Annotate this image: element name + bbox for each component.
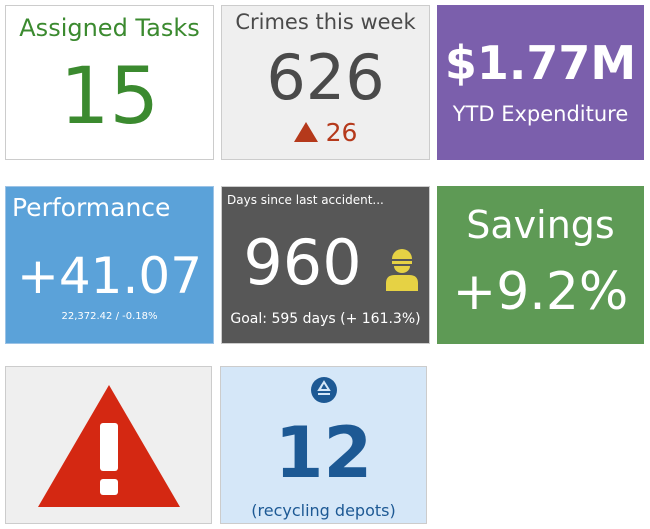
tile-title: Performance — [12, 193, 171, 222]
tile-title: Days since last accident... — [227, 193, 384, 207]
tile-value: 15 — [59, 52, 160, 142]
expenditure-tile[interactable]: $1.77M YTD Expenditure — [437, 5, 644, 160]
tile-value: 960 — [243, 226, 362, 299]
tile-label: YTD Expenditure — [452, 102, 629, 126]
accident-tile[interactable]: Days since last accident... 960 Goal: 59… — [221, 186, 430, 344]
tile-title: Crimes this week — [235, 10, 416, 34]
tile-subtitle: 22,372.42 / -0.18% — [61, 311, 158, 322]
delta-value: 26 — [325, 118, 358, 147]
tile-title: Savings — [466, 203, 615, 247]
tile-value: +9.2% — [452, 262, 629, 322]
tile-value: $1.77M — [444, 36, 637, 90]
crimes-delta: 26 — [222, 118, 429, 147]
recycling-tile[interactable]: 12 (recycling depots) — [220, 366, 427, 524]
warning-tile[interactable] — [5, 366, 212, 524]
crimes-tile[interactable]: Crimes this week 626 26 — [221, 5, 430, 160]
savings-tile[interactable]: Savings +9.2% — [437, 186, 644, 344]
tile-value: 626 — [266, 41, 385, 114]
warning-icon — [38, 385, 180, 507]
performance-tile[interactable]: Performance +41.07 22,372.42 / -0.18% — [5, 186, 214, 344]
assigned-tasks-tile[interactable]: Assigned Tasks 15 — [5, 5, 214, 160]
tile-value: 12 — [274, 412, 373, 494]
recycle-icon — [311, 377, 337, 403]
triangle-up-icon — [293, 122, 318, 142]
goal-text: Goal: 595 days (+ 161.3%) — [230, 311, 421, 327]
tile-value: +41.07 — [16, 247, 203, 305]
worker-icon — [386, 249, 418, 291]
tile-label: (recycling depots) — [251, 501, 396, 520]
tile-title: Assigned Tasks — [19, 14, 200, 42]
